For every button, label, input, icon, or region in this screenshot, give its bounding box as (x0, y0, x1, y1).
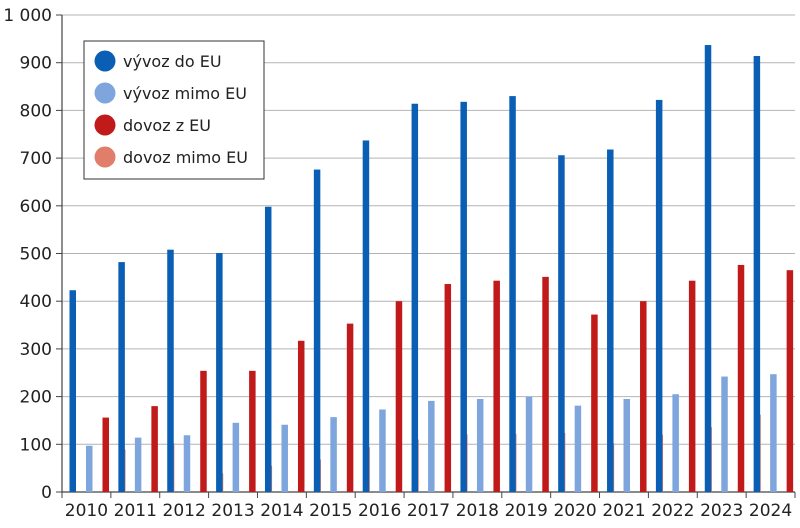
bar (103, 418, 110, 492)
bar (70, 290, 77, 492)
y-tick-label: 900 (20, 54, 52, 74)
bar (135, 438, 142, 492)
bar (689, 281, 696, 492)
bar (233, 423, 240, 492)
bar (281, 425, 288, 492)
legend-label: dovoz z EU (123, 116, 211, 135)
x-tick-label: 2010 (65, 501, 108, 521)
bar (509, 96, 516, 492)
x-tick-label: 2018 (456, 501, 499, 521)
bar (167, 250, 174, 492)
x-tick-label: 2022 (651, 501, 694, 521)
legend-label: vývoz mimo EU (123, 84, 247, 103)
bar (379, 409, 386, 492)
x-tick-label: 2020 (553, 501, 596, 521)
bar (721, 377, 728, 492)
bar (428, 401, 435, 492)
x-tick-label: 2024 (749, 501, 792, 521)
y-tick-label: 500 (20, 245, 52, 265)
bar (265, 207, 272, 492)
bar (118, 262, 125, 492)
x-tick-label: 2023 (700, 501, 743, 521)
bar (151, 406, 158, 492)
y-tick-label: 0 (41, 483, 52, 503)
bar (787, 270, 794, 492)
bar (314, 170, 321, 492)
y-tick-label: 700 (20, 149, 52, 169)
bar (705, 45, 712, 492)
x-tick-label: 2015 (309, 501, 352, 521)
bar (493, 281, 500, 492)
bar (460, 102, 467, 492)
x-tick-label: 2014 (260, 501, 303, 521)
x-tick-label: 2016 (358, 501, 401, 521)
bar (363, 140, 370, 492)
bar (184, 435, 191, 492)
legend: vývoz do EU vývoz mimo EU dovoz z EU dovoz … (84, 41, 264, 179)
bar (216, 253, 223, 492)
bar (770, 374, 777, 492)
bar (591, 315, 598, 492)
bar (249, 371, 256, 492)
x-tick-label: 2017 (407, 501, 450, 521)
bar (656, 100, 663, 492)
bar (86, 446, 93, 492)
bar (672, 394, 679, 492)
bar (445, 284, 452, 492)
legend-label: dovoz mimo EU (123, 148, 248, 167)
y-tick-label: 800 (20, 101, 52, 121)
bar (754, 56, 761, 492)
bar (575, 406, 582, 492)
bar (412, 104, 419, 492)
bar (738, 265, 745, 492)
bar (542, 277, 549, 492)
bar (330, 417, 337, 492)
y-tick-label: 600 (20, 197, 52, 217)
legend-marker (95, 51, 116, 72)
x-tick-label: 2011 (114, 501, 157, 521)
x-tick-label: 2012 (163, 501, 206, 521)
y-tick-label: 100 (20, 435, 52, 455)
y-tick-label: 300 (20, 340, 52, 360)
legend-marker (95, 115, 116, 136)
bar (347, 324, 354, 492)
bar (558, 155, 565, 492)
x-tick-label: 2021 (602, 501, 645, 521)
bar (526, 397, 533, 492)
x-tick-label: 2013 (211, 501, 254, 521)
bar (607, 150, 614, 492)
bar (477, 399, 484, 492)
x-tick-label: 2019 (505, 501, 548, 521)
bar (298, 341, 305, 492)
y-tick-label: 400 (20, 292, 52, 312)
bar (396, 301, 403, 492)
bar (200, 371, 207, 492)
bar (624, 399, 631, 492)
y-tick-label: 1 000 (3, 6, 52, 26)
bar (640, 301, 647, 492)
legend-label: vývoz do EU (123, 52, 222, 71)
legend-marker (95, 83, 116, 104)
y-tick-label: 200 (20, 388, 52, 408)
legend-marker (95, 147, 116, 168)
